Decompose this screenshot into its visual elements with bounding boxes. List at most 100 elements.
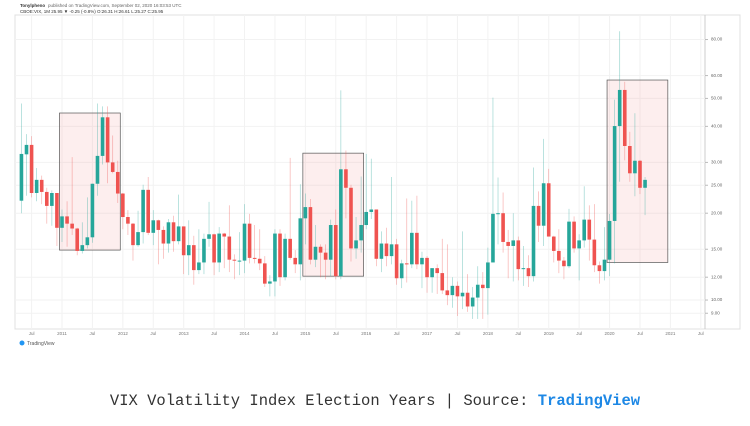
x-tick-label: Jul (637, 331, 643, 336)
candle-body (359, 225, 363, 241)
candle-body (222, 233, 227, 237)
published: published on TradingView.com, September … (48, 3, 182, 8)
candle-body (628, 145, 632, 174)
candle-body (516, 240, 521, 270)
highlight-box (606, 79, 669, 263)
candle-body (622, 89, 627, 146)
candle-body (506, 241, 510, 246)
candle-body (638, 160, 642, 188)
x-tick-label: Jul (150, 331, 156, 336)
logo: TradingView (19, 340, 55, 347)
candle-body (597, 265, 602, 272)
candle-body (470, 297, 475, 307)
candle-body (288, 238, 292, 258)
candle-body (541, 183, 546, 226)
y-tick-label: 25.00 (711, 182, 723, 187)
x-tick-label: 2012 (118, 331, 129, 336)
candle-body (633, 160, 637, 174)
candle-body (364, 211, 368, 226)
x-tick-label: Jul (698, 331, 704, 336)
candle-body (384, 243, 389, 257)
candle-body (450, 285, 455, 296)
candle-body (546, 183, 551, 237)
candle-body (410, 232, 414, 265)
candle-body (298, 218, 303, 265)
candle-body (293, 257, 298, 265)
x-tick-label: Jul (211, 331, 217, 336)
x-tick-label: Jul (394, 331, 400, 336)
caption: VIX Volatility Index Election Years | So… (0, 392, 750, 410)
caption-source[interactable]: TradingView (537, 392, 641, 410)
candle-body (582, 219, 587, 241)
candle-body (131, 223, 135, 246)
candle-body (607, 220, 612, 260)
candle-body (192, 245, 196, 271)
candle-body (333, 225, 338, 277)
candle-body (268, 281, 272, 284)
y-tick-label: 30.00 (711, 160, 723, 165)
candle-body (501, 213, 505, 242)
candle-body (313, 246, 318, 260)
x-tick-label: 2019 (544, 331, 555, 336)
y-tick-label: 20.00 (711, 210, 723, 215)
x-tick-label: Jul (576, 331, 582, 336)
candle-body (592, 239, 597, 266)
candle-body (247, 223, 252, 258)
candle-body (318, 246, 323, 253)
candle-body (486, 262, 490, 289)
candle-body (197, 262, 201, 271)
candle-body (44, 191, 49, 206)
x-tick-label: Jul (333, 331, 339, 336)
candle-body (323, 252, 328, 260)
candle-body (156, 220, 161, 230)
candle-body (399, 263, 404, 279)
chart: Tonylpheno published on TradingView.com,… (14, 3, 741, 347)
candle-body (617, 89, 622, 127)
candle-body (379, 243, 384, 259)
candle-body (562, 260, 566, 267)
candle-body (242, 223, 247, 261)
candle-body (531, 205, 536, 277)
candle-body (339, 169, 343, 277)
candle-body (435, 268, 439, 274)
candle-body (202, 238, 206, 263)
candle-body (60, 216, 64, 228)
y-tick-label: 12.00 (711, 274, 723, 279)
plot-frame (14, 14, 741, 330)
candle-body (207, 234, 211, 239)
candle-body (212, 234, 216, 263)
candle-body (577, 240, 581, 249)
candle-body (171, 222, 176, 242)
candle-body (521, 268, 526, 270)
candle-body (126, 217, 130, 224)
candle-body (349, 187, 353, 249)
candle-body (252, 257, 257, 259)
x-tick-label: Jul (90, 331, 96, 336)
candle-body (425, 257, 429, 278)
candle-body (70, 223, 74, 229)
candle-body (430, 268, 434, 278)
candle-body (65, 216, 69, 224)
x-tick-label: 2021 (665, 331, 676, 336)
candle-body (161, 229, 166, 244)
x-tick-label: 2016 (361, 331, 372, 336)
candle-body (415, 232, 419, 265)
candle-body (526, 268, 531, 277)
candle-body (344, 169, 348, 188)
candle-body (141, 189, 145, 233)
x-tick-label: Jul (272, 331, 278, 336)
candle-body (557, 250, 561, 261)
candle-body (50, 193, 54, 206)
candle-body (308, 207, 313, 260)
candle-body (460, 292, 465, 297)
y-tick-label: 15.00 (711, 246, 723, 251)
candle-body (612, 126, 617, 221)
candle-body (481, 284, 485, 289)
candle-body (602, 259, 607, 272)
candle-body (587, 219, 592, 240)
highlight-box (59, 112, 121, 251)
candle-body (95, 155, 100, 184)
candle-body (39, 179, 44, 192)
candle-body (420, 257, 424, 265)
